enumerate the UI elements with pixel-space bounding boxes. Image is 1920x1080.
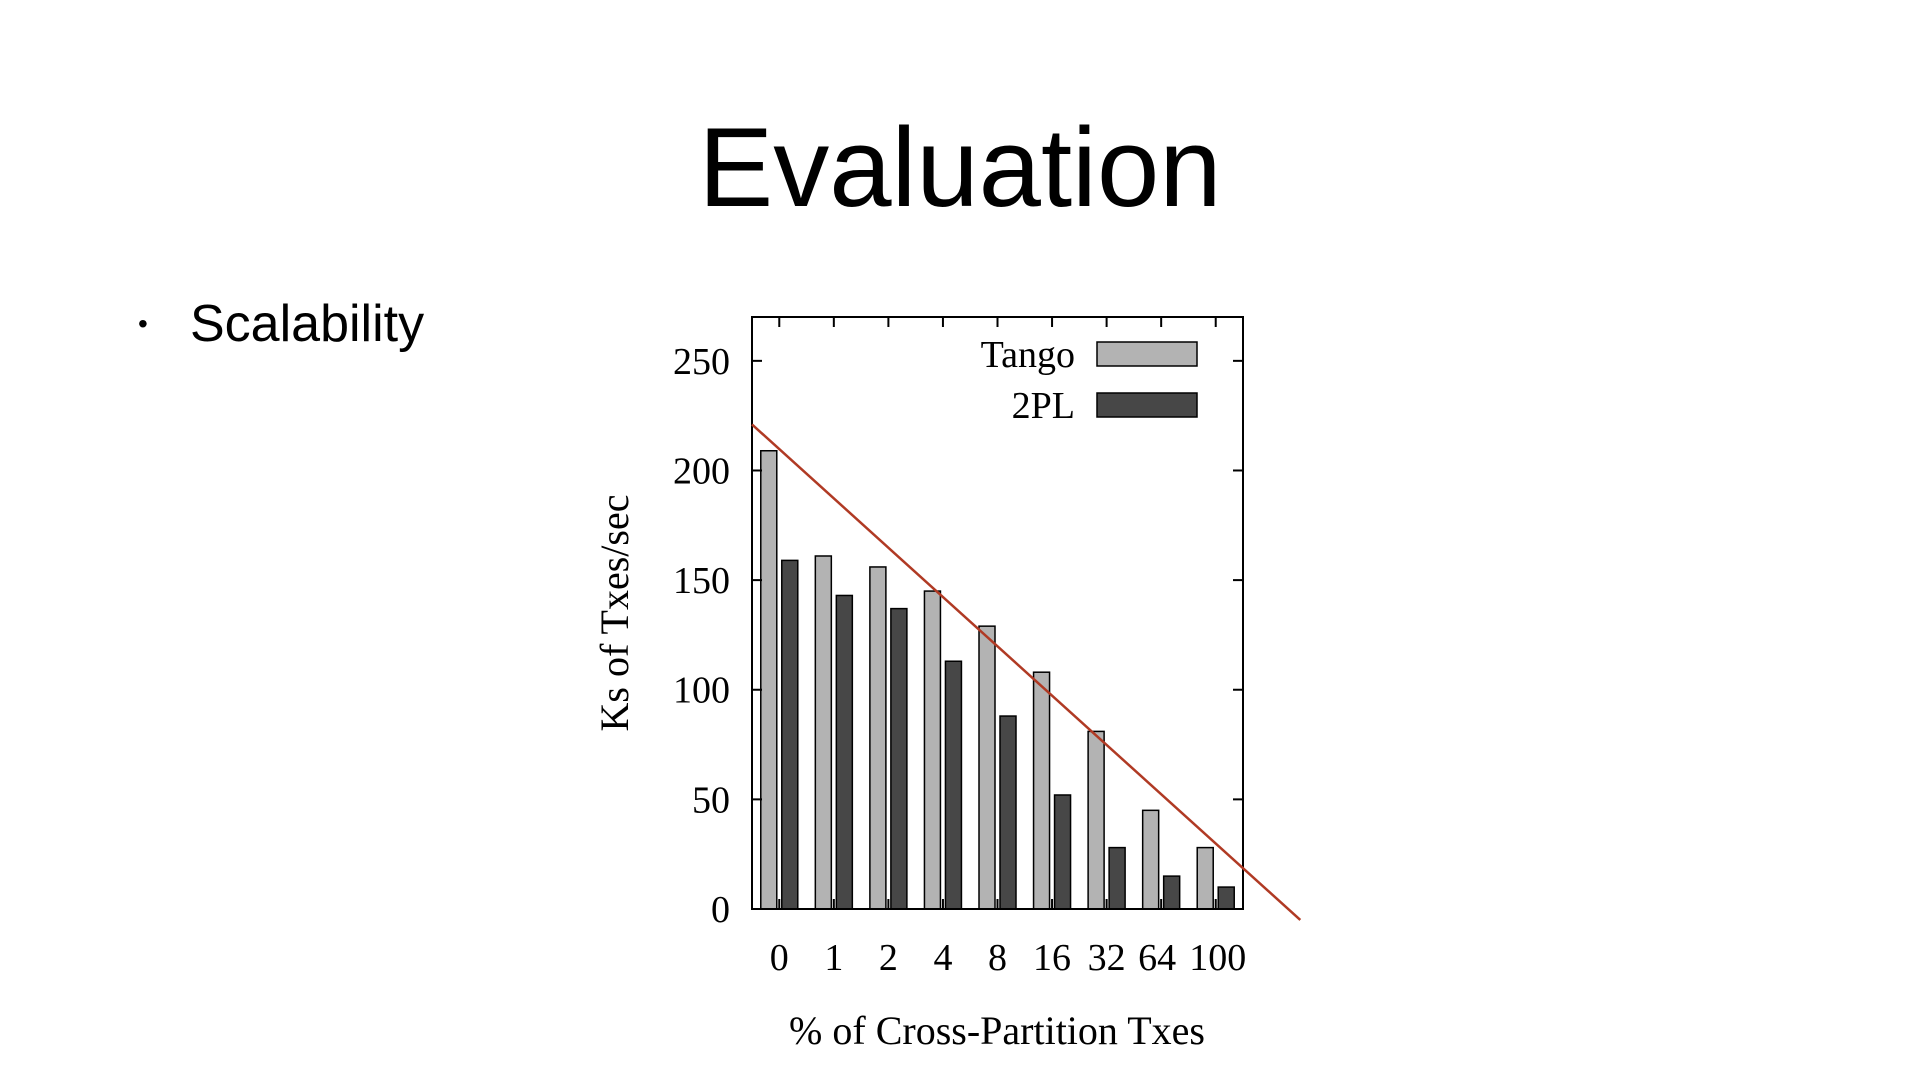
chart-plot [760,449,1235,910]
x-tick-label-4: 4 [933,937,952,979]
x-tick-label-0: 0 [770,937,789,979]
legend-label-tango: Tango [981,334,1075,376]
slide-title: Evaluation [698,105,1222,230]
x-tick-label-1: 1 [824,937,843,979]
trend-line [751,423,1302,921]
bar-2pl-4 [944,660,963,910]
y-axis-title: Ks of Txes/sec [592,495,637,732]
bullet-dot-icon: • [138,308,148,339]
bar-tango-8 [978,625,996,910]
bar-2pl-1 [835,594,854,910]
y-tick-label-200: 200 [673,450,730,492]
bar-tango-100 [1196,846,1214,910]
bar-2pl-100 [1217,886,1235,910]
x-tick-label-100: 100 [1189,937,1246,979]
bar-2pl-0 [781,559,799,910]
bar-tango-1 [814,555,833,910]
chart-overlay [751,423,1302,921]
x-tick-label-8: 8 [988,937,1007,979]
bar-2pl-8 [999,715,1017,910]
bar-tango-2 [869,566,887,910]
legend-swatch-2pl [1096,392,1198,418]
bar-2pl-16 [1053,794,1072,910]
bar-tango-16 [1032,671,1051,910]
x-tick-label-64: 64 [1138,937,1176,979]
legend-label-2pl: 2PL [1012,385,1075,427]
bar-tango-64 [1141,809,1160,910]
x-tick-label-32: 32 [1088,937,1126,979]
bar-tango-0 [760,449,778,910]
bar-2pl-2 [890,607,908,910]
bar-2pl-32 [1108,846,1126,910]
y-tick-label-150: 150 [673,560,730,602]
bar-tango-32 [1087,730,1105,910]
chart-legend: Tango 2PL [981,334,1198,427]
x-tick-label-2: 2 [879,937,898,979]
bar-tango-4 [923,590,942,910]
y-tick-label-50: 50 [692,779,730,821]
y-tick-label-250: 250 [673,341,730,383]
x-tick-label-16: 16 [1033,937,1071,979]
x-axis-title: % of Cross-Partition Txes [789,1008,1205,1053]
y-tick-label-0: 0 [711,889,730,931]
bar-2pl-64 [1162,875,1181,910]
legend-swatch-tango [1096,341,1198,367]
y-tick-label-100: 100 [673,670,730,712]
bullet-text: Scalability [190,295,425,353]
bullet-item: • Scalability [138,294,424,354]
